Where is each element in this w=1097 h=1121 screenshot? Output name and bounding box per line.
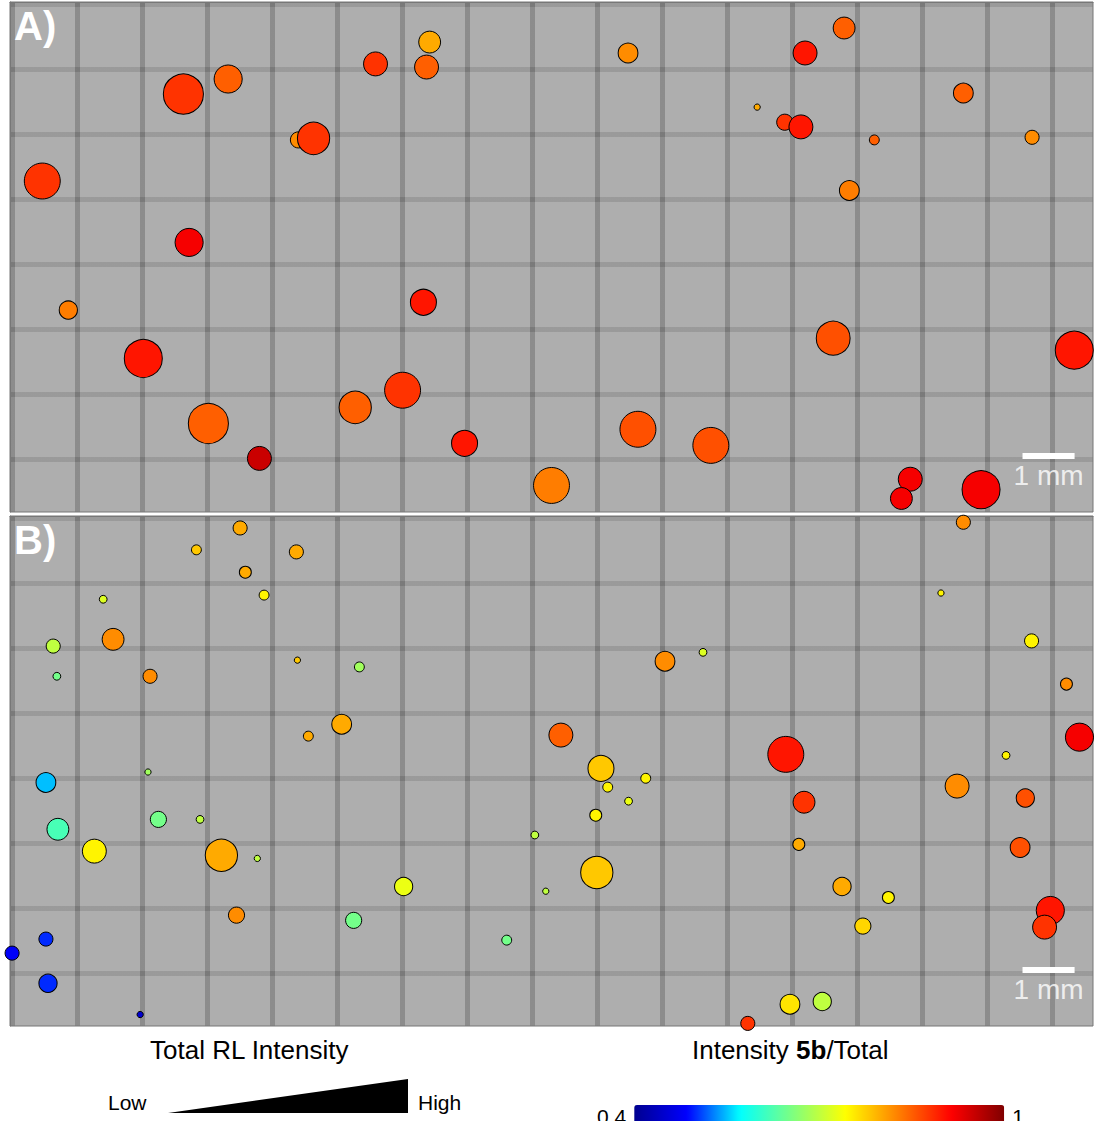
- svg-text:5b: 5b: [796, 1035, 826, 1065]
- svg-text:A): A): [14, 4, 56, 48]
- svg-text:Low: Low: [108, 1091, 147, 1114]
- svg-text:/Total: /Total: [826, 1035, 888, 1065]
- svg-text:0.4: 0.4: [597, 1105, 627, 1121]
- svg-text:1 mm: 1 mm: [1014, 460, 1084, 491]
- svg-text:B): B): [14, 518, 56, 562]
- svg-text:Intensity: Intensity: [692, 1035, 796, 1065]
- svg-text:Total RL Intensity: Total RL Intensity: [150, 1035, 348, 1065]
- svg-text:1 mm: 1 mm: [1014, 974, 1084, 1005]
- svg-text:High: High: [418, 1091, 461, 1114]
- svg-text:1: 1: [1012, 1105, 1024, 1121]
